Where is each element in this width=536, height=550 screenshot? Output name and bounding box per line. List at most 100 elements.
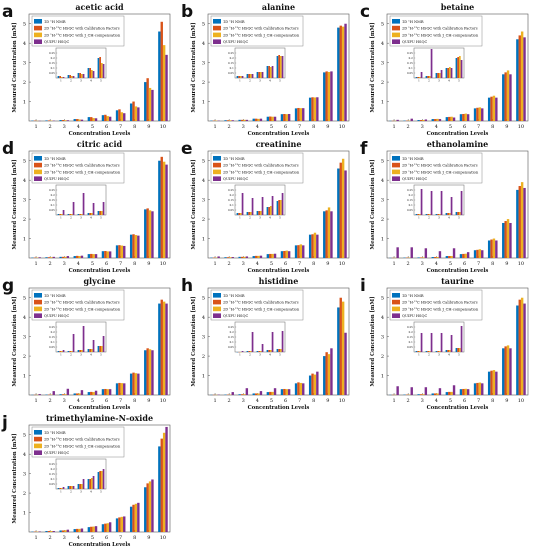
bar: [436, 393, 439, 395]
bar: [481, 383, 484, 395]
y-axis-label: Measured Concentration [mM]: [370, 159, 376, 249]
inset-bar: [71, 486, 73, 489]
inset-x-tick-label: 1: [418, 352, 420, 356]
x-tick-label: 2: [228, 124, 231, 130]
bar: [52, 256, 55, 258]
inset-bar: [439, 214, 441, 215]
legend-label: QUIPU HSQC: [223, 314, 248, 318]
bar: [132, 234, 135, 258]
bar: [64, 394, 67, 395]
bar: [123, 516, 126, 532]
legend-box: [31, 15, 125, 47]
legend-swatch: [392, 176, 400, 181]
x-axis-label: Concentration Levels: [248, 268, 310, 274]
x-tick-label: 6: [105, 124, 108, 130]
bar: [452, 385, 456, 395]
inset-y-tick-label: 0.05: [49, 482, 55, 486]
x-tick-label: 3: [63, 398, 66, 404]
bar: [516, 39, 519, 121]
bar: [106, 251, 109, 258]
inset-bar: [82, 74, 85, 78]
inset-bar: [248, 212, 250, 215]
inset-y-tick-label: 0.05: [407, 208, 413, 212]
bar: [64, 120, 67, 121]
inset-x-tick-label: 3: [438, 215, 440, 219]
bar: [459, 114, 463, 121]
bar: [294, 245, 298, 258]
bar: [64, 530, 67, 532]
bar: [47, 120, 51, 121]
bar: [520, 297, 524, 395]
inset-bar: [72, 76, 75, 78]
bar: [80, 390, 84, 395]
bar: [87, 392, 91, 395]
inset-bar: [455, 58, 458, 78]
inset-x-tick-label: 4: [90, 489, 92, 493]
inset-x-tick-label: 5: [100, 352, 102, 356]
bar: [433, 119, 437, 121]
legend-box: [389, 289, 483, 321]
panel-letter: d: [2, 139, 14, 159]
y-axis-label: Measured Concentration [mM]: [370, 22, 376, 112]
inset-bar: [71, 214, 73, 215]
inset-bar: [430, 333, 433, 352]
bar: [120, 245, 124, 258]
x-tick-label: 7: [119, 398, 122, 404]
bar: [327, 354, 331, 395]
legend-box: [31, 426, 125, 458]
inset-bar: [59, 488, 61, 489]
inset-bar: [457, 57, 459, 78]
inset-frame: [234, 321, 286, 353]
inset-bar: [59, 351, 61, 352]
inset-bar: [460, 191, 463, 215]
bar: [108, 116, 112, 121]
x-axis-label: Concentration Levels: [69, 131, 131, 137]
bar: [59, 120, 62, 121]
bar: [448, 116, 451, 121]
plot-frame: [207, 13, 350, 122]
y-axis-label: Measured Concentration [mM]: [191, 159, 197, 249]
bar: [245, 388, 249, 395]
inset-bar: [246, 212, 249, 215]
bar: [104, 388, 107, 395]
x-tick-label: 4: [77, 261, 80, 267]
inset-bar: [455, 348, 458, 352]
bar: [90, 117, 93, 121]
inset-bar: [87, 68, 90, 78]
y-tick-label: 4: [23, 315, 26, 321]
inset-bar: [72, 334, 75, 352]
bar: [273, 253, 277, 258]
legend-label: 1D ¹H NMR: [402, 294, 424, 298]
inset-bar: [427, 214, 429, 215]
chart-title: taurine: [441, 276, 474, 286]
bar: [73, 393, 76, 395]
inset-x-tick-label: 3: [438, 352, 440, 356]
inset-x-tick-label: 4: [90, 78, 92, 82]
bar: [462, 253, 465, 258]
inset-bar: [97, 58, 100, 78]
inset-bar: [72, 202, 75, 215]
legend-swatch: [213, 306, 221, 312]
x-tick-label: 3: [63, 261, 66, 267]
bar: [52, 531, 55, 532]
bar: [299, 382, 303, 395]
chart-title: betaine: [441, 2, 475, 12]
bar: [64, 256, 67, 258]
bar: [254, 255, 258, 258]
bar: [316, 97, 319, 121]
bar: [94, 526, 98, 532]
x-tick-label: 6: [463, 124, 466, 130]
bar: [160, 299, 163, 395]
inset-bar: [92, 476, 95, 489]
bar: [283, 250, 286, 258]
chart-panel-d: d citric acid 1 2 3 4 5 1 2 3 4 5 6 7 8 9 10 Concentratio…: [2, 139, 171, 274]
x-tick-label: 2: [49, 398, 52, 404]
inset-x-tick-label: 4: [269, 352, 271, 356]
inset-bar: [417, 351, 419, 352]
chart-panel-h: h histidine 1 2 3 4 5 1 2 3 4 5 6 7 8 9 10 Concentration …: [181, 276, 350, 411]
x-tick-label: 4: [256, 124, 259, 130]
bar: [231, 120, 234, 121]
inset-bar: [77, 350, 80, 352]
bar: [61, 530, 65, 532]
bar: [38, 531, 41, 532]
